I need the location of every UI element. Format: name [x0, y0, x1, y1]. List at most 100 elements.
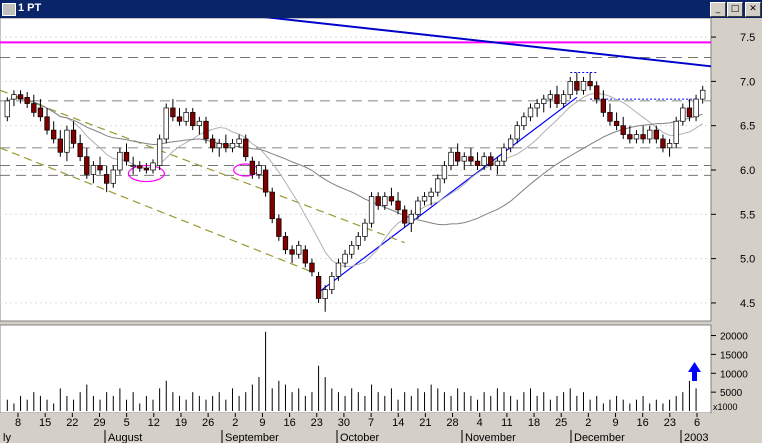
month-label: ly	[3, 432, 11, 443]
day-label: 14	[392, 417, 404, 429]
candle-body	[541, 98, 547, 104]
candle-body	[223, 143, 229, 149]
day-label: 2	[585, 417, 591, 429]
candle-body	[488, 156, 494, 166]
candle	[163, 103, 169, 144]
candle-body	[342, 253, 348, 264]
candle	[196, 116, 203, 135]
candle	[44, 107, 50, 135]
candle	[24, 92, 30, 108]
candle	[693, 94, 699, 122]
candle-body	[521, 116, 527, 127]
candle-body	[547, 94, 554, 100]
candle-body	[269, 191, 275, 220]
candle-body	[580, 81, 587, 91]
candle-body	[408, 213, 414, 224]
price-tick-label: 4.5	[740, 298, 755, 310]
day-label: 25	[555, 417, 567, 429]
day-label: 28	[446, 417, 458, 429]
maximize-button[interactable]: □	[727, 2, 743, 17]
candle-body	[335, 262, 342, 277]
candle-body	[660, 138, 666, 149]
candle-body	[700, 89, 706, 100]
minimize-button[interactable]: _	[710, 2, 726, 17]
candle	[594, 81, 600, 104]
candle-body	[501, 147, 507, 162]
candle	[190, 107, 196, 131]
candle-body	[64, 129, 70, 153]
candle	[329, 271, 335, 295]
candle-body	[216, 143, 222, 149]
candle	[57, 130, 63, 157]
candle-body	[673, 120, 679, 144]
candle-body	[494, 160, 501, 166]
candle	[362, 218, 368, 241]
candle-body	[441, 165, 448, 180]
candle-body	[203, 120, 209, 140]
candle-body	[103, 174, 110, 184]
month-label: December	[574, 432, 625, 443]
candle-body	[382, 196, 388, 206]
candle	[547, 90, 554, 108]
candle-body	[77, 143, 83, 158]
candle	[673, 116, 679, 148]
price-tick-label: 5.5	[740, 209, 755, 221]
up-arrow-icon	[688, 362, 701, 381]
candle	[680, 103, 686, 126]
day-label: 21	[419, 417, 431, 429]
price-tick-label: 7.5	[740, 32, 755, 44]
candle-body	[17, 94, 24, 100]
candle	[580, 76, 587, 95]
candle-body	[229, 143, 236, 149]
candle	[282, 232, 289, 255]
title-bar[interactable]: 1 PT _ □ ✕	[0, 0, 762, 18]
candle-body	[534, 103, 540, 109]
month-label: October	[340, 432, 379, 443]
window-icon	[2, 3, 16, 16]
candle-body	[428, 191, 434, 197]
day-label: 23	[311, 417, 323, 429]
candle-body	[262, 169, 269, 193]
candle	[382, 192, 388, 210]
candle-body	[57, 138, 63, 153]
candle	[408, 209, 414, 233]
candle	[388, 187, 395, 206]
candle-body	[454, 151, 461, 162]
volume-unit-label: x1000	[713, 402, 738, 412]
candle-body	[349, 244, 355, 255]
day-label: 30	[338, 417, 350, 429]
candle-body	[567, 81, 573, 96]
candle-body	[196, 120, 203, 127]
candle	[653, 125, 659, 144]
candle-body	[256, 165, 262, 175]
candle-body	[315, 275, 322, 299]
candle	[468, 147, 474, 166]
day-label: 18	[528, 417, 540, 429]
price-tick-label: 5.0	[740, 254, 755, 266]
candle-body	[574, 81, 580, 91]
day-label: 2	[232, 417, 238, 429]
candle-body	[640, 134, 646, 140]
candle-body	[633, 134, 640, 140]
candle	[514, 121, 520, 144]
candle	[421, 192, 428, 206]
candle-body	[620, 125, 626, 135]
close-button[interactable]: ✕	[745, 2, 761, 17]
candle	[110, 165, 116, 188]
candle	[243, 134, 249, 162]
candle-body	[375, 196, 381, 206]
candle	[322, 285, 328, 312]
candle	[51, 121, 57, 144]
candle-body	[587, 81, 593, 87]
candle-body	[37, 107, 44, 118]
price-gridlines	[0, 36, 711, 304]
candle	[507, 134, 514, 153]
candle-body	[607, 112, 613, 122]
day-label: 9	[612, 417, 618, 429]
candle-body	[527, 107, 534, 118]
candle	[554, 85, 560, 108]
day-label: 9	[259, 417, 265, 429]
day-label: 8	[15, 417, 21, 429]
candle	[375, 192, 381, 210]
volume-bars	[6, 331, 697, 411]
